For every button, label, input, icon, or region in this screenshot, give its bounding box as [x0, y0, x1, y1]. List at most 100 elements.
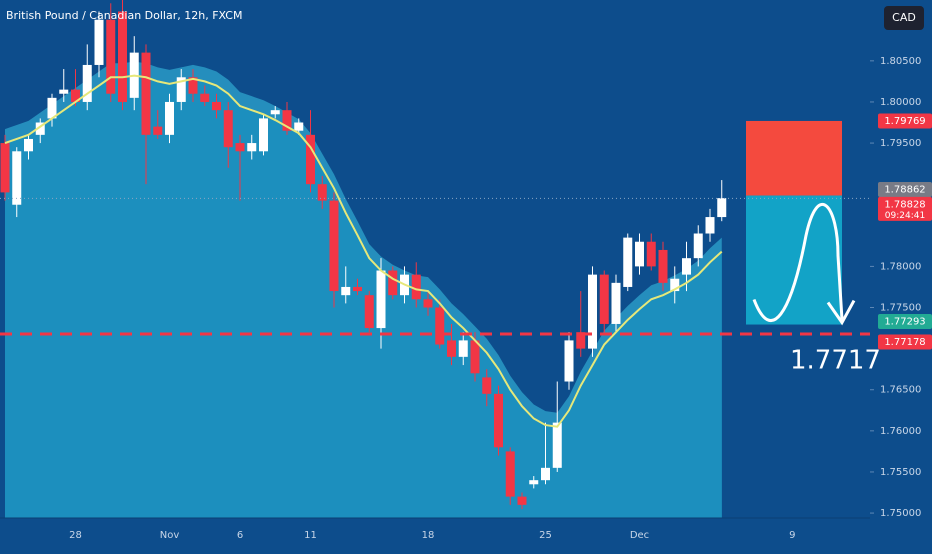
- candle-body: [635, 241, 644, 267]
- candle-body: [71, 89, 80, 102]
- candle-body: [670, 278, 680, 292]
- x-tick-label: 28: [69, 530, 82, 541]
- grid-layer: [870, 60, 874, 514]
- forecast-curve: [752, 202, 844, 322]
- y-tick-label: 1.76000: [880, 426, 921, 437]
- candle-body: [306, 134, 315, 185]
- price-label: 1.79769: [884, 116, 925, 127]
- price-label-box: [878, 196, 932, 221]
- x-tick-label: 11: [304, 530, 317, 541]
- candle-body: [12, 151, 22, 205]
- price-label: 1.77178: [884, 337, 925, 348]
- y-tick-label: 1.77500: [880, 303, 921, 314]
- candle-body: [188, 77, 198, 94]
- currency-box[interactable]: [884, 6, 924, 30]
- candle-body: [376, 270, 386, 329]
- candle-body: [82, 64, 92, 102]
- price-label-box: [878, 334, 932, 350]
- price-label-box: [878, 182, 932, 198]
- candle-body: [259, 118, 268, 152]
- price-timer: 09:24:41: [885, 211, 925, 221]
- candle-body: [658, 249, 668, 283]
- y-tick-label: 1.78000: [880, 261, 921, 272]
- y-tick-label: 1.80500: [880, 56, 921, 67]
- candle-body: [682, 258, 691, 275]
- candle-body: [588, 274, 597, 349]
- candle-body: [717, 198, 727, 218]
- area-layer: [5, 61, 722, 519]
- x-tick-label: 9: [789, 530, 795, 541]
- candle-body: [411, 274, 421, 300]
- candle-body: [458, 340, 468, 357]
- candle-body: [294, 122, 304, 131]
- candle-body: [106, 19, 116, 94]
- y-tick-label: 1.79500: [880, 138, 921, 149]
- candle-body: [364, 295, 374, 329]
- candle-body: [482, 377, 492, 394]
- candle-body: [470, 340, 480, 374]
- y-tick-label: 1.75500: [880, 467, 921, 478]
- candle-body: [141, 52, 151, 135]
- x-tick-label: 25: [539, 530, 552, 541]
- candle-body: [576, 332, 586, 349]
- candle-body: [341, 286, 351, 296]
- candle-body: [599, 274, 609, 324]
- candle-body: [317, 184, 327, 201]
- ma-area: [5, 75, 722, 519]
- y-tick-label: 1.75000: [880, 508, 921, 519]
- candle-body: [329, 200, 339, 292]
- price-label: 1.77293: [884, 317, 925, 328]
- candle-body: [505, 451, 515, 497]
- candle-body: [270, 110, 280, 115]
- target-annotation: 1.7717: [790, 345, 881, 375]
- y-tick-label: 1.76500: [880, 385, 921, 396]
- plot-layer: [0, 0, 727, 509]
- candle-body: [200, 93, 210, 102]
- candle-body: [611, 282, 621, 324]
- ma-line: [4, 74, 723, 428]
- price-label: 1.78828: [884, 199, 925, 210]
- candle-body: [0, 143, 10, 193]
- candle-body: [59, 89, 69, 94]
- forecast-arrow: [826, 299, 856, 326]
- candle-body: [247, 143, 257, 152]
- candle-body: [646, 241, 656, 267]
- candle-body: [541, 467, 550, 481]
- x-tick-label: 6: [237, 530, 243, 541]
- candle-body: [153, 126, 163, 135]
- candle-body: [447, 340, 456, 357]
- candle-body: [282, 110, 292, 131]
- candle-body: [705, 217, 715, 234]
- candle-body: [552, 422, 562, 468]
- price-label-box: [878, 113, 932, 129]
- candle-body: [517, 496, 527, 505]
- candle-body: [176, 77, 186, 102]
- x-tick-label: 18: [422, 530, 435, 541]
- candle-body: [118, 11, 127, 102]
- currency-label[interactable]: CAD: [892, 11, 916, 24]
- candle-body: [564, 340, 574, 382]
- stop-zone: [746, 120, 842, 196]
- candle-body: [235, 143, 245, 152]
- candle-body: [94, 19, 104, 65]
- candle-body: [623, 237, 633, 287]
- candle-body: [212, 101, 221, 111]
- candle-body: [435, 307, 445, 345]
- candle-body: [35, 122, 45, 135]
- candle-body: [388, 270, 398, 296]
- candle-body: [353, 286, 362, 292]
- candle-body: [24, 138, 33, 152]
- y-tick-label: 1.80000: [880, 97, 921, 108]
- candle-body: [165, 101, 174, 135]
- price-label: 1.78862: [884, 185, 925, 196]
- candle-body: [423, 299, 433, 308]
- x-tick-label: Dec: [630, 530, 649, 541]
- x-tick-label: Nov: [160, 530, 180, 541]
- candle-body: [47, 97, 57, 119]
- candle-body: [223, 110, 233, 148]
- price-label-box: [878, 314, 932, 330]
- target-zone: [746, 195, 842, 325]
